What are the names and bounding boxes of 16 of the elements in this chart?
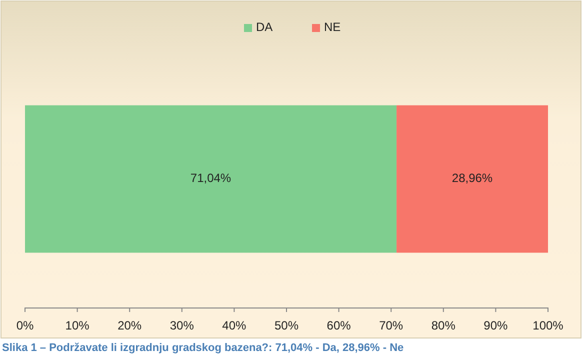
x-tick-label: 0% (16, 318, 34, 332)
x-tick-label: 90% (484, 318, 508, 332)
x-tick-label: 50% (274, 318, 299, 332)
x-tick-label: 80% (431, 318, 456, 332)
x-tick-label: 40% (222, 318, 247, 332)
data-label: 28,96% (452, 171, 493, 186)
x-tick-label: 20% (118, 318, 142, 332)
x-tick-label: 100% (532, 318, 564, 332)
x-tick-label: 10% (65, 318, 90, 332)
x-tick-label: 30% (170, 318, 194, 332)
legend-label: NE (324, 20, 341, 34)
text: Slika 1 – Podržavate li izgradnju gradskog bazena?: 71,04% - Da, 28,96% - Ne (2, 342, 404, 354)
x-tick-label: 70% (379, 318, 404, 332)
legend-label: DA (256, 20, 273, 34)
x-tick-label: 60% (326, 318, 352, 332)
data-label: 71,04% (190, 171, 232, 186)
